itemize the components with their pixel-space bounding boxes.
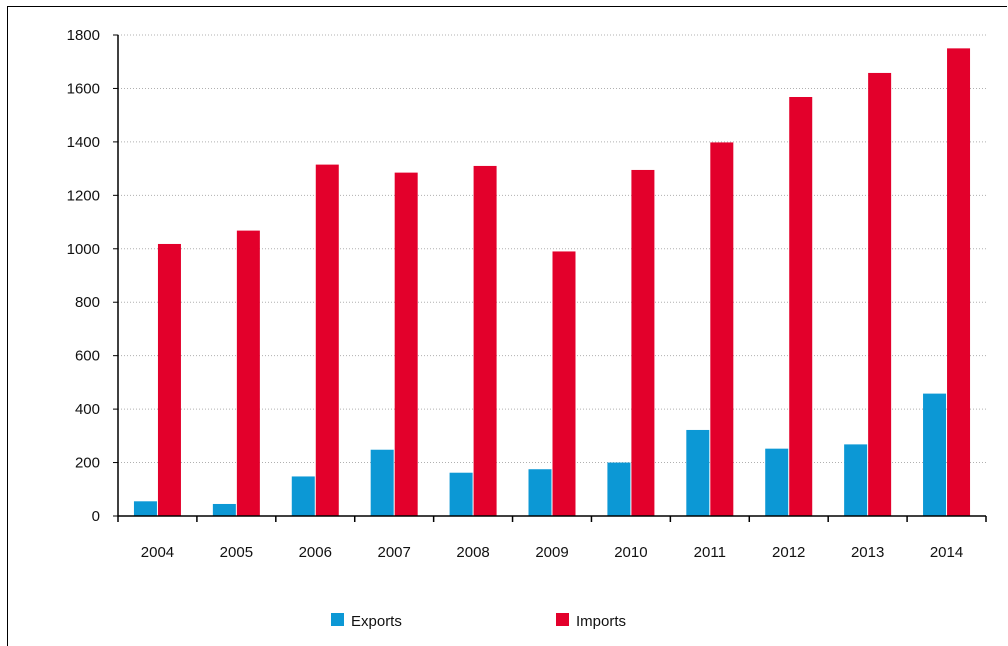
bar-exports-2010	[607, 463, 630, 516]
x-tick-label: 2011	[694, 544, 726, 561]
bar-exports-2008	[450, 473, 473, 516]
bar-imports-2010	[631, 170, 654, 516]
bar-exports-2006	[292, 476, 315, 516]
x-tick-label: 2013	[851, 544, 884, 561]
y-tick-label: 600	[75, 348, 100, 365]
bar-exports-2011	[686, 430, 709, 516]
y-tick-label: 1400	[67, 134, 100, 151]
x-axis-ticks: 2004 2005 2006 2007 2008 2009 2010 2011 2012 2013…	[118, 516, 986, 561]
bar-imports-2011	[710, 142, 733, 516]
y-tick-label: 1800	[67, 27, 100, 44]
bar-imports-2013	[868, 73, 891, 516]
x-tick-label: 2007	[377, 544, 410, 561]
bar-exports-2009	[529, 469, 552, 516]
bar-exports-2007	[371, 450, 394, 516]
y-tick-label: 800	[75, 294, 100, 311]
bar-exports-2014	[923, 394, 946, 516]
bar-imports-2005	[237, 231, 260, 516]
legend-swatch-exports	[331, 613, 344, 626]
x-tick-label: 2012	[772, 544, 805, 561]
bar-exports-2004	[134, 501, 157, 516]
y-tick-label: 400	[75, 401, 100, 418]
x-tick-label: 2010	[614, 544, 647, 561]
x-tick-label: 2004	[141, 544, 174, 561]
bar-imports-2004	[158, 244, 181, 516]
bars	[134, 48, 970, 516]
y-tick-label: 1000	[67, 241, 100, 258]
x-tick-label: 2008	[456, 544, 489, 561]
x-tick-label: 2009	[535, 544, 568, 561]
bar-exports-2012	[765, 449, 788, 516]
y-tick-label: 1600	[67, 80, 100, 97]
x-tick-label: 2006	[299, 544, 332, 561]
bar-exports-2013	[844, 444, 867, 516]
bar-imports-2006	[316, 165, 339, 516]
bar-imports-2007	[395, 173, 418, 516]
legend-label-exports: Exports	[351, 613, 402, 630]
bar-exports-2005	[213, 504, 236, 516]
x-tick-label: 2005	[220, 544, 253, 561]
legend-swatch-imports	[556, 613, 569, 626]
bar-imports-2012	[789, 97, 812, 516]
y-tick-label: 1200	[67, 187, 100, 204]
bar-imports-2014	[947, 48, 970, 516]
legend: Exports Imports	[331, 613, 626, 630]
legend-label-imports: Imports	[576, 613, 626, 630]
x-tick-label: 2014	[930, 544, 963, 561]
bar-imports-2008	[474, 166, 497, 516]
y-tick-label: 0	[92, 508, 100, 525]
y-axis-ticks: 0 200 400 600 800 1000 1200 1400 1600 1800	[67, 27, 118, 525]
y-tick-label: 200	[75, 455, 100, 472]
bar-imports-2009	[553, 251, 576, 516]
